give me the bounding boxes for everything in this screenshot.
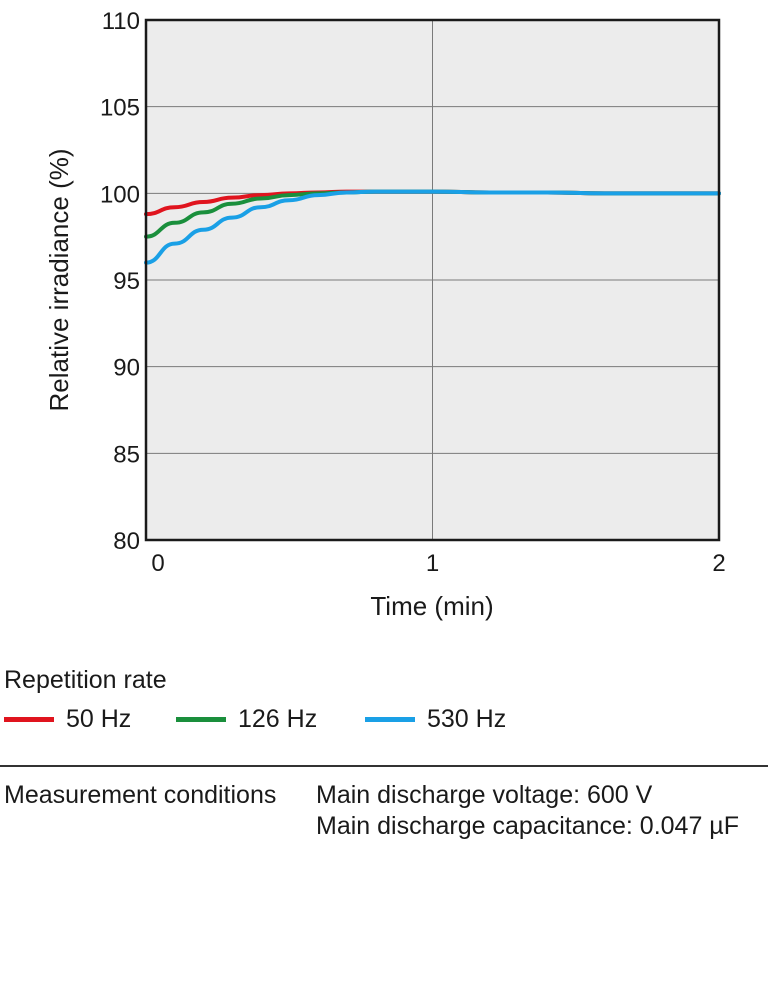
legend-swatch-530hz <box>365 716 415 722</box>
y-tick-label: 80 <box>113 528 140 555</box>
x-tick-label: 2 <box>712 550 725 577</box>
legend-label: 530 Hz <box>427 704 507 733</box>
x-tick-label: 0 <box>151 550 164 577</box>
y-tick-label: 95 <box>113 268 140 295</box>
legend-label: 126 Hz <box>238 704 318 733</box>
condition-capacitance: Main discharge capacitance: 0.047 µF <box>316 812 739 840</box>
series-lines <box>144 189 721 265</box>
y-tick-label: 105 <box>100 95 140 122</box>
legend-label: 50 Hz <box>66 704 132 733</box>
y-tick-label: 110 <box>102 8 140 35</box>
y-tick-label: 85 <box>113 441 140 468</box>
legend-title: Repetition rate <box>4 666 167 694</box>
legend-item-50hz: 50 Hz <box>4 704 131 734</box>
legend-swatch-126hz <box>176 716 226 722</box>
irradiance-chart: 80 85 90 95 100 105 110 0 1 2 Time (min) Relative… <box>44 8 726 621</box>
x-axis-label: Time (min) <box>370 591 493 621</box>
legend-swatch-50hz <box>4 716 54 722</box>
y-tick-label: 100 <box>100 181 140 208</box>
legend-item-126hz: 126 Hz <box>176 704 317 734</box>
divider <box>0 765 768 767</box>
y-axis-label: Relative irradiance (%) <box>44 149 74 412</box>
legend-item-530hz: 530 Hz <box>365 704 506 734</box>
plot-frame <box>144 18 721 542</box>
tick-labels: 80 85 90 95 100 105 110 0 1 2 <box>100 8 726 577</box>
y-tick-label: 90 <box>113 355 140 382</box>
series-line-530hz <box>144 189 721 265</box>
conditions-label: Measurement conditions <box>4 781 277 809</box>
condition-voltage: Main discharge voltage: 600 V <box>316 781 653 809</box>
x-tick-label: 1 <box>426 550 439 577</box>
